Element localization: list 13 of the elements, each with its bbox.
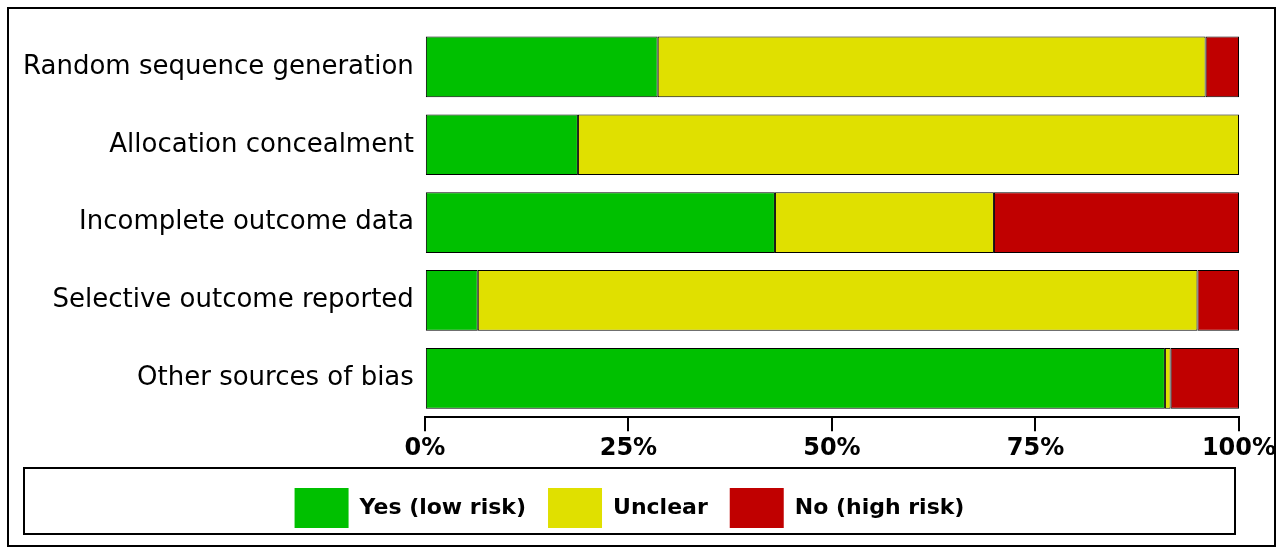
y-tick-label: Allocation concealment <box>109 127 414 158</box>
legend-label: No (high risk) <box>794 493 965 519</box>
x-tick-label: 75% <box>1006 432 1065 461</box>
y-tick-label: Random sequence generation <box>22 49 414 80</box>
x-tick-label: 25% <box>599 432 658 461</box>
y-tick-label: Other sources of bias <box>137 361 414 392</box>
legend-label: Yes (low risk) <box>358 493 527 519</box>
x-tick-label: 0% <box>404 432 446 461</box>
y-tick-label: Incomplete outcome data <box>79 205 414 236</box>
x-tick-label: 50% <box>803 432 861 461</box>
y-tick-label: Selective outcome reported <box>52 283 414 314</box>
legend-label: Unclear <box>613 493 708 519</box>
x-tick-label: 100% <box>1201 432 1277 461</box>
